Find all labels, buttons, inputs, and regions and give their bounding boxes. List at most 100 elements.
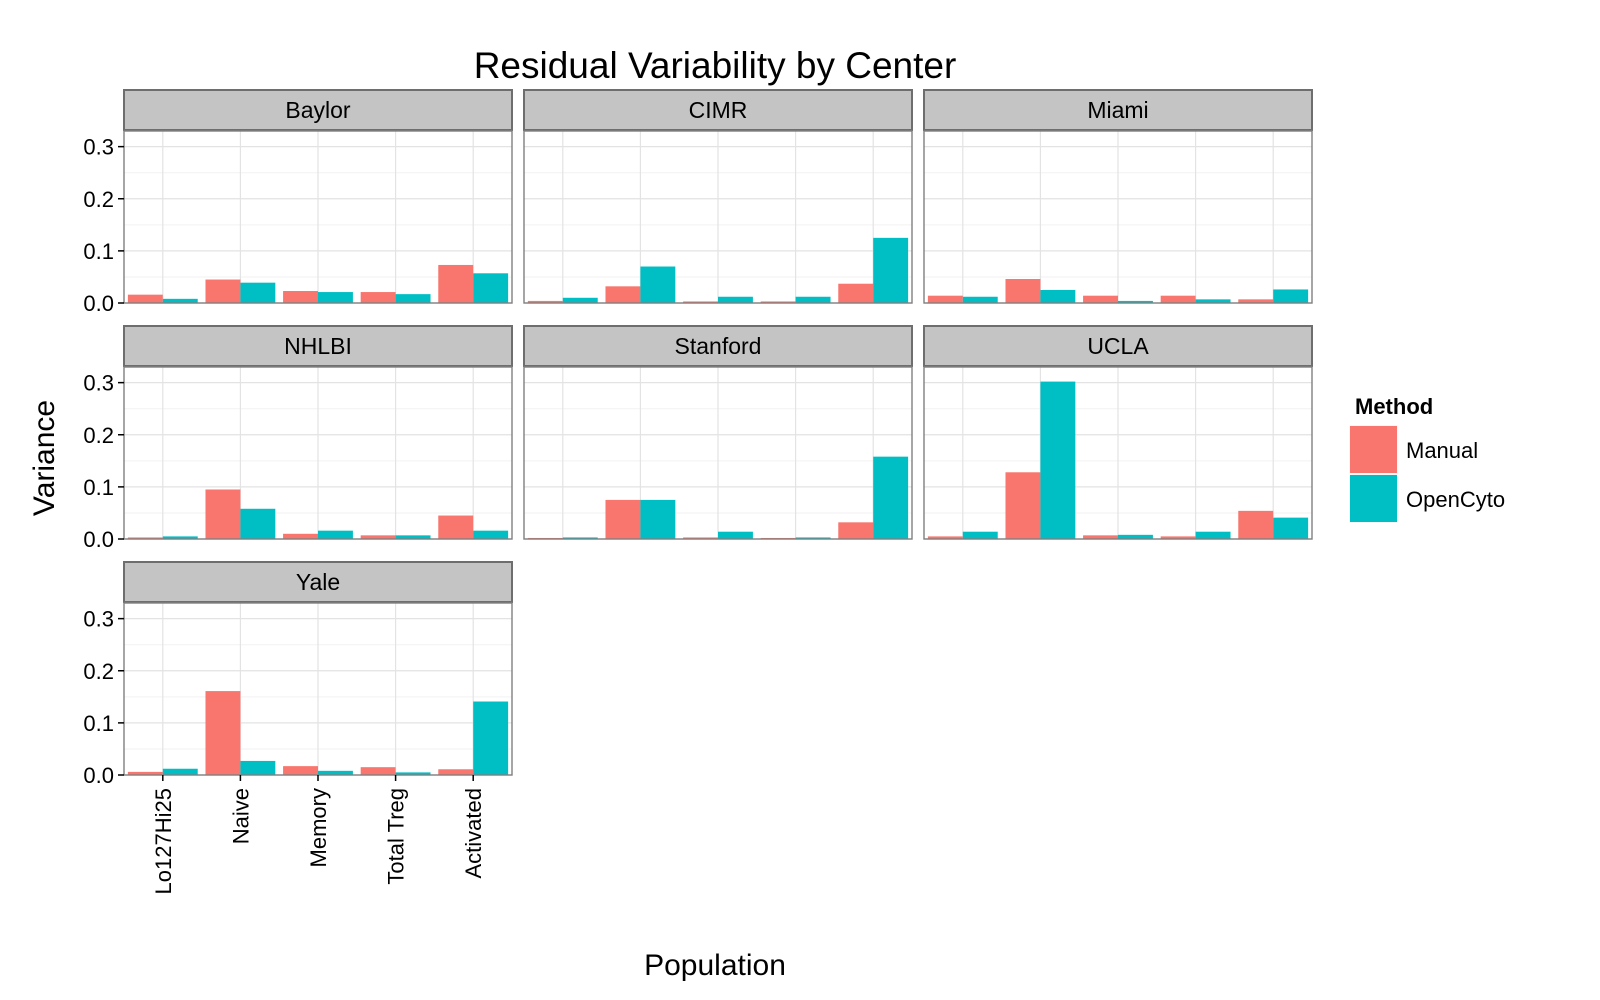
y-tick-label: 0.3 [83,607,114,632]
bar-cimr-opencyto-memory [718,296,753,303]
y-tick-label: 0.2 [83,423,114,448]
bar-cimr-opencyto-lo127hi25 [562,297,598,303]
bar-nhlbi-opencyto-memory [318,530,353,539]
bar-nhlbi-opencyto-naive [240,508,276,539]
bar-stanford-opencyto-memory [718,531,753,539]
bar-miami-manual-naive [1005,279,1041,303]
x-tick-label-total-treg: Total Treg [384,788,409,885]
facet-strip-miami [923,89,1313,131]
bar-baylor-manual-memory [283,291,318,303]
panel-border [123,130,513,304]
x-tick-label-naive: Naive [228,788,253,844]
bar-yale-manual-activated [438,769,474,775]
bar-cimr-opencyto-total-treg [795,296,831,303]
bar-baylor-opencyto-activated [473,273,509,303]
bar-baylor-manual-total-treg [360,292,396,303]
bar-yale-manual-total-treg [360,767,396,775]
facet-label-nhlbi: NHLBI [284,333,352,359]
legend-label-opencyto: OpenCyto [1406,487,1505,512]
x-tick-label-lo127hi25: Lo127Hi25 [151,788,176,894]
bar-ucla-opencyto-lo127hi25 [962,531,998,539]
facet-label-ucla: UCLA [1087,333,1149,359]
bar-nhlbi-manual-total-treg [360,535,396,539]
bar-ucla-manual-memory [1083,535,1118,539]
x-tick-label-memory: Memory [306,788,331,867]
facet-label-cimr: CIMR [689,97,748,123]
bar-ucla-opencyto-memory [1118,534,1153,539]
legend-swatch-manual [1350,426,1397,473]
facet-panels: Baylor 0.0 0.1 0.2 0.3 CIMR Miami NHLBI 0.0 0.1 0.… [83,89,1313,894]
panel-border [523,366,913,540]
bar-baylor-manual-activated [438,264,474,303]
facet-strip-ucla [923,325,1313,367]
y-tick-label: 0.3 [83,371,114,396]
bar-yale-opencyto-naive [240,760,276,775]
bar-nhlbi-opencyto-activated [473,530,509,539]
panel-border [923,366,1313,540]
bar-stanford-opencyto-lo127hi25 [562,537,598,539]
bar-baylor-opencyto-naive [240,282,276,303]
bar-baylor-manual-naive [205,279,241,303]
bar-miami-manual-activated [1238,299,1274,303]
legend-label-manual: Manual [1406,438,1478,463]
bar-ucla-opencyto-total-treg [1195,531,1231,539]
bar-nhlbi-manual-naive [205,489,241,539]
bar-miami-manual-memory [1083,295,1118,303]
bar-miami-opencyto-total-treg [1195,299,1231,303]
bar-nhlbi-manual-lo127hi25 [127,537,163,539]
facet-ucla: UCLA [923,325,1313,540]
facet-baylor: Baylor 0.0 0.1 0.2 0.3 [83,89,513,316]
bar-nhlbi-manual-memory [283,533,318,539]
y-tick-label: 0.0 [83,763,114,788]
bar-stanford-opencyto-naive [640,499,676,539]
bar-cimr-manual-memory [683,301,718,303]
facet-label-miami: Miami [1087,97,1148,123]
bar-ucla-manual-lo127hi25 [927,536,963,539]
panel-border [523,130,913,304]
legend-swatch-opencyto [1350,475,1397,522]
bar-nhlbi-opencyto-lo127hi25 [162,536,198,539]
chart-title: Residual Variability by Center [474,45,957,86]
y-tick-label: 0.2 [83,659,114,684]
y-tick-label: 0.0 [83,291,114,316]
y-tick-label: 0.1 [83,711,114,736]
bar-cimr-manual-total-treg [760,301,796,303]
bar-cimr-manual-lo127hi25 [527,300,563,303]
bar-miami-opencyto-naive [1040,289,1076,303]
facet-strip-stanford [523,325,913,367]
bar-ucla-manual-activated [1238,510,1274,539]
bar-stanford-manual-naive [605,499,641,539]
facet-label-yale: Yale [296,569,340,595]
bar-yale-opencyto-total-treg [395,772,431,775]
bar-yale-manual-naive [205,691,241,775]
facet-strip-baylor [123,89,513,131]
bar-nhlbi-manual-activated [438,515,474,539]
y-tick-label: 0.2 [83,187,114,212]
facet-strip-yale [123,561,513,603]
facet-miami: Miami [923,89,1313,304]
bar-yale-opencyto-activated [473,701,509,775]
facet-yale: Yale 0.0 0.1 0.2 0.3 Lo127Hi25 Naive Memory Tota… [83,561,513,894]
y-tick-label: 0.1 [83,239,114,264]
bar-cimr-opencyto-naive [640,266,676,303]
bar-ucla-opencyto-activated [1273,517,1309,539]
facet-stanford: Stanford [523,325,913,540]
x-tick-label-activated: Activated [461,788,486,879]
bar-yale-opencyto-memory [318,770,353,775]
bar-ucla-manual-total-treg [1160,536,1196,539]
bar-miami-opencyto-activated [1273,289,1309,303]
facet-label-stanford: Stanford [675,333,762,359]
facet-label-baylor: Baylor [285,97,351,123]
facet-cimr: CIMR [523,89,913,304]
legend: Method Manual OpenCyto [1348,394,1505,524]
bar-cimr-manual-naive [605,286,641,303]
bar-baylor-opencyto-memory [318,292,353,303]
bar-miami-opencyto-memory [1118,300,1153,303]
bar-baylor-manual-lo127hi25 [127,294,163,303]
bar-nhlbi-opencyto-total-treg [395,535,431,539]
y-tick-label: 0.3 [83,135,114,160]
bar-yale-manual-lo127hi25 [127,771,163,775]
bar-ucla-manual-naive [1005,472,1041,539]
facet-nhlbi: NHLBI 0.0 0.1 0.2 0.3 [83,325,513,552]
